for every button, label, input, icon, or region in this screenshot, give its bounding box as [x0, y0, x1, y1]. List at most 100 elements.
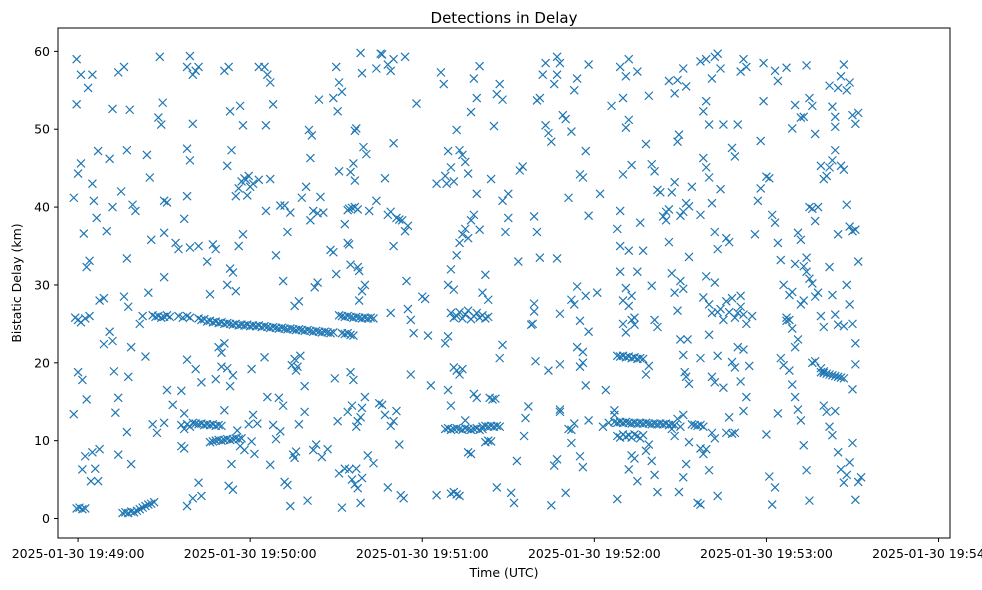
data-point [351, 464, 361, 474]
data-point [478, 288, 487, 298]
y-tick-label: 40 [34, 200, 50, 215]
data-point [380, 410, 390, 420]
data-point [833, 83, 843, 93]
data-point [102, 226, 112, 236]
data-point [675, 335, 685, 344]
data-point [337, 87, 347, 97]
data-point [675, 276, 685, 286]
data-point [394, 215, 404, 224]
data-point [159, 272, 169, 282]
data-point [323, 444, 333, 454]
data-point [316, 192, 325, 202]
data-point [584, 416, 594, 425]
data-point [704, 120, 714, 129]
data-point [357, 473, 367, 483]
data-point [377, 400, 387, 410]
data-point [747, 311, 757, 321]
data-point [72, 99, 82, 109]
data-point [188, 418, 198, 428]
data-point [185, 243, 195, 252]
data-point [805, 202, 814, 212]
data-point [506, 488, 516, 498]
data-point [320, 327, 330, 337]
data-point [532, 227, 542, 237]
data-point [480, 314, 490, 323]
data-point [122, 427, 132, 437]
data-point [805, 496, 814, 506]
data-point [850, 338, 860, 348]
data-point [350, 176, 360, 186]
data-point [664, 76, 674, 86]
data-point [108, 336, 117, 346]
data-point [228, 485, 238, 495]
data-point [188, 70, 198, 80]
data-point [592, 288, 602, 298]
data-point [529, 306, 539, 316]
data-point [790, 342, 800, 352]
data-point [810, 292, 820, 302]
data-point [119, 292, 129, 302]
data-point [566, 295, 576, 305]
data-point [638, 246, 648, 256]
data-point [285, 324, 295, 333]
data-point [305, 153, 315, 163]
data-point [158, 98, 168, 108]
data-point [182, 191, 192, 201]
data-point [787, 380, 797, 390]
data-point [693, 498, 703, 508]
data-point [122, 254, 132, 263]
data-point [222, 161, 232, 171]
data-point [549, 79, 559, 89]
data-point [762, 430, 771, 439]
data-point [727, 143, 737, 153]
data-point [696, 500, 705, 509]
data-point [452, 250, 462, 260]
data-point [217, 421, 226, 431]
data-point [836, 373, 846, 383]
data-point [238, 120, 248, 130]
data-point [283, 480, 292, 490]
data-point [383, 482, 393, 492]
data-point [825, 370, 834, 379]
data-point [69, 409, 79, 419]
data-point [469, 210, 479, 220]
data-point [135, 504, 145, 514]
data-point [670, 431, 680, 441]
data-point [171, 238, 181, 248]
data-point [825, 162, 834, 172]
data-point [498, 196, 507, 206]
data-point [787, 287, 797, 297]
data-point [331, 269, 341, 279]
data-point [262, 392, 272, 402]
data-point [544, 128, 553, 138]
data-point [268, 420, 278, 430]
data-point [353, 416, 363, 426]
data-point [369, 314, 378, 323]
data-point [222, 280, 232, 290]
data-point [856, 472, 866, 482]
data-point [436, 67, 446, 77]
data-point [291, 447, 301, 456]
x-tick-label: 2025-01-30 19:53:00 [700, 546, 833, 561]
data-point [784, 366, 794, 376]
data-point [584, 327, 594, 337]
data-point [452, 125, 462, 135]
data-point [790, 259, 800, 269]
data-point [486, 174, 496, 184]
data-point [541, 120, 551, 130]
data-point [188, 493, 198, 503]
data-point [442, 179, 452, 189]
data-point [446, 308, 456, 318]
data-point [624, 246, 634, 256]
data-point [153, 113, 163, 122]
data-point [683, 335, 692, 344]
data-point [621, 417, 631, 427]
x-tick-label: 2025-01-30 19:51:00 [356, 546, 489, 561]
data-point [807, 358, 817, 368]
data-point [647, 456, 657, 466]
data-point [552, 454, 562, 464]
data-point [202, 257, 212, 267]
data-point [647, 281, 657, 291]
data-point [836, 71, 846, 81]
data-point [641, 418, 651, 428]
